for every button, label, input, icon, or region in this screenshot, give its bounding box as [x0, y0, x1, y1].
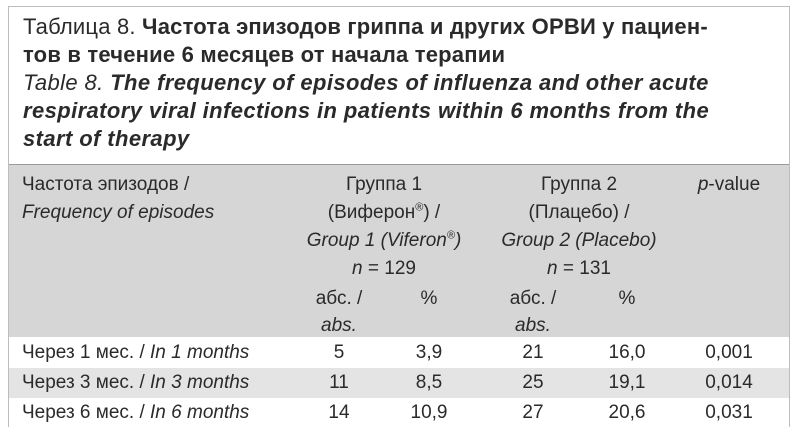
pvalue-rest: -value: [708, 174, 761, 195]
header-group2-n: n = 131: [484, 255, 674, 282]
cell-g2-abs: 27: [522, 402, 544, 423]
cell-g2-abs: 21: [522, 342, 544, 363]
header-group2-en: Group 2 (Placebo): [501, 230, 657, 251]
group1-n-value: = 129: [362, 258, 416, 279]
group1-n-label: n: [352, 258, 363, 279]
header-g2-abs-en: abs.: [515, 315, 551, 336]
header-g1-abs-ru: абс. /: [315, 288, 363, 309]
group1-en-registered: ®: [446, 229, 455, 242]
row-label-ru: Через 3 мес. /: [22, 372, 151, 393]
cell-pvalue: 0,014: [705, 372, 753, 393]
cell-g1-pct: 8,5: [415, 372, 443, 393]
row-label-en: In 6 months: [150, 402, 250, 423]
caption-en-line2: respiratory viral infections in patients…: [23, 97, 783, 125]
cell-g1-abs: 14: [328, 402, 350, 423]
header-group2-ru2: (Плацебо) /: [528, 202, 630, 223]
group1-en-pre: Group 1 (Viferon: [306, 230, 447, 251]
header-group1-ru: Группа 1: [345, 174, 423, 195]
caption-en-title-3: start of therapy: [23, 126, 190, 151]
caption-ru-title-1: Частота эпизодов гриппа и других ОРВИ у …: [142, 14, 708, 39]
row-label: Через 6 мес. / In 6 months: [22, 399, 249, 427]
pvalue-p: p: [697, 174, 709, 195]
header-g1-abs-en: abs.: [321, 315, 357, 336]
cell-g1-abs: 11: [329, 372, 349, 393]
group2-n-label: n: [547, 258, 558, 279]
cell-g2-pct: 16,0: [608, 342, 646, 363]
caption-en-title-2: respiratory viral infections in patients…: [23, 98, 710, 123]
header-col1-ru: Частота эпизодов /: [22, 174, 190, 195]
header-g2-percent: %: [618, 288, 636, 309]
group2-n-value: = 131: [557, 258, 611, 279]
row-label: Через 1 мес. / In 1 months: [22, 339, 249, 367]
header-col1-en: Frequency of episodes: [22, 202, 215, 223]
caption-en-title-1: The frequency of episodes of influenza a…: [110, 70, 709, 95]
caption-en-label: Table 8.: [23, 70, 104, 95]
header-g2-abs-ru: абс. /: [509, 288, 557, 309]
table-header: Частота эпизодов / Frequency of episodes…: [9, 164, 789, 337]
table-row: Через 1 мес. / In 1 months 5 3,9 21 16,0…: [9, 338, 789, 368]
cell-g2-pct: 20,6: [608, 402, 646, 423]
row-label: Через 3 мес. / In 3 months: [22, 369, 249, 397]
header-group1-n: n = 129: [289, 255, 479, 282]
header-g1-percent: %: [420, 288, 438, 309]
cell-pvalue: 0,031: [705, 402, 753, 423]
caption-en-line3: start of therapy: [23, 125, 783, 153]
caption-en-line1: Table 8. The frequency of episodes of in…: [23, 69, 783, 97]
group1-ru2-registered: ®: [415, 201, 424, 214]
caption-ru-label: Таблица 8.: [23, 14, 136, 39]
table-row: Через 3 мес. / In 3 months 11 8,5 25 19,…: [9, 368, 789, 398]
table-frame: Таблица 8. Частота эпизодов гриппа и дру…: [8, 6, 790, 428]
table-row: Через 6 мес. / In 6 months 14 10,9 27 20…: [9, 398, 789, 428]
cell-g1-pct: 10,9: [410, 402, 448, 423]
group1-ru2-pre: (Виферон: [327, 202, 416, 223]
group1-ru2-post: ) /: [423, 202, 441, 223]
caption-ru-line2: тов в течение 6 месяцев от начала терапи…: [23, 41, 783, 69]
header-group2-ru: Группа 2: [540, 174, 618, 195]
cell-g2-pct: 19,1: [608, 372, 646, 393]
header-group1-en: Group 1 (Viferon®): [289, 227, 479, 254]
cell-pvalue: 0,001: [705, 342, 753, 363]
cell-g1-abs: 5: [333, 342, 345, 363]
row-label-ru: Через 6 мес. /: [22, 402, 151, 423]
header-group1-ru2: (Виферон®) /: [289, 199, 479, 226]
group1-en-post: ): [454, 230, 462, 251]
header-pvalue: p-value: [679, 171, 779, 198]
caption-ru-title-2: тов в течение 6 месяцев от начала терапи…: [23, 42, 506, 67]
row-label-en: In 1 months: [150, 342, 250, 363]
caption-ru-line1: Таблица 8. Частота эпизодов гриппа и дру…: [23, 13, 783, 41]
row-label-ru: Через 1 мес. /: [22, 342, 151, 363]
cell-g2-abs: 25: [522, 372, 544, 393]
cell-g1-pct: 3,9: [415, 342, 443, 363]
row-label-en: In 3 months: [150, 372, 250, 393]
table-caption: Таблица 8. Частота эпизодов гриппа и дру…: [23, 13, 783, 153]
